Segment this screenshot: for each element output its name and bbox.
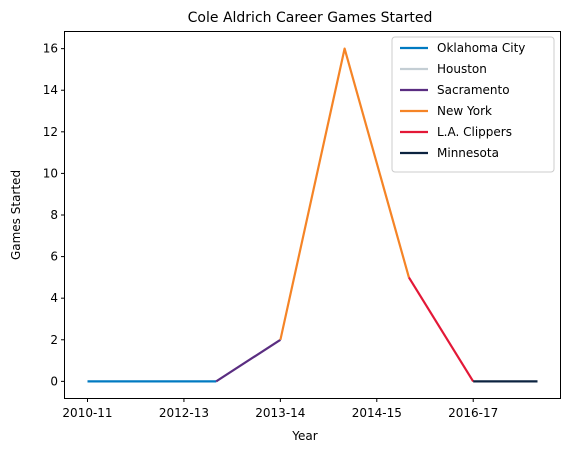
- legend-label-5: Minnesota: [437, 146, 499, 160]
- x-tick-label: 2012-13: [159, 406, 209, 420]
- y-tick-label: 6: [50, 250, 58, 264]
- y-tick-label: 16: [43, 42, 58, 56]
- series-line-2: [215, 338, 281, 383]
- series-line-3: [279, 47, 410, 341]
- legend-box: [391, 36, 555, 173]
- y-axis-label: Games Started: [9, 170, 23, 260]
- plot-area: [87, 47, 538, 383]
- y-tick-label: 10: [43, 166, 58, 180]
- axes: 0 2 4 6 8 10 12 14 16 2010-11 2012-13 2013-14 2014-1…: [43, 42, 499, 420]
- legend: Oklahoma City Houston Sacramento New York L.…: [391, 36, 555, 173]
- series-line-4: [407, 276, 475, 382]
- y-tick-label: 8: [50, 208, 58, 222]
- y-tick-label: 0: [50, 374, 58, 388]
- x-axis-label: Year: [291, 429, 317, 443]
- legend-label-3: New York: [437, 104, 492, 118]
- legend-label-2: Sacramento: [437, 83, 510, 97]
- y-tick-label: 2: [50, 333, 58, 347]
- legend-label-0: Oklahoma City: [437, 41, 525, 55]
- x-tick-label: 2010-11: [62, 406, 112, 420]
- legend-label-4: L.A. Clippers: [437, 125, 512, 139]
- x-tick-label: 2014-15: [352, 406, 402, 420]
- chart-title: Cole Aldrich Career Games Started: [188, 10, 433, 26]
- y-tick-label: 4: [50, 291, 58, 305]
- y-tick-label: 14: [43, 83, 58, 97]
- y-tick-label: 12: [43, 125, 58, 139]
- x-tick-label: 2016-17: [448, 406, 498, 420]
- legend-label-1: Houston: [437, 62, 487, 76]
- x-tick-label: 2013-14: [255, 406, 305, 420]
